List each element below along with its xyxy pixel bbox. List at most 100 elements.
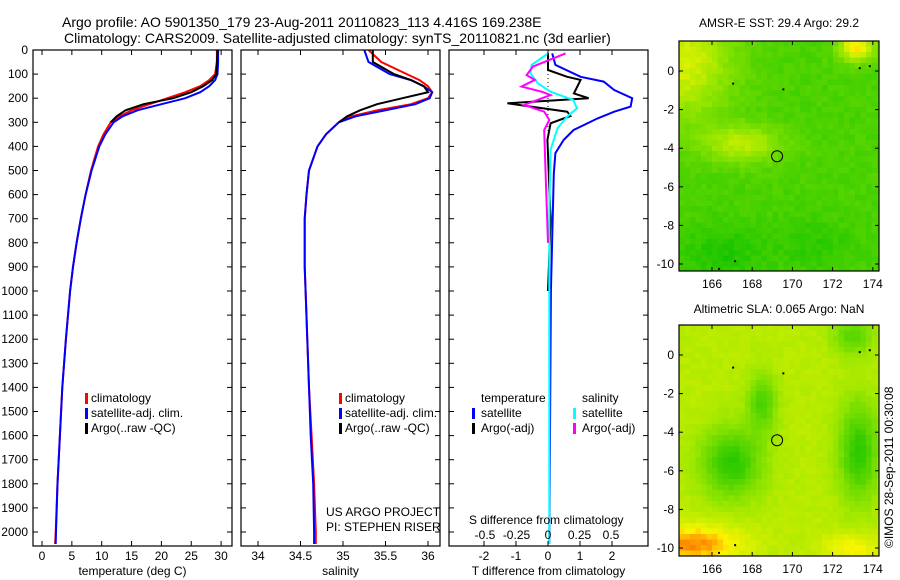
map-cell [767,145,773,152]
map-cell [723,545,729,551]
map-cell [877,90,880,97]
map-cell [783,539,790,546]
map-cell [761,358,768,364]
map-cell [717,156,724,163]
map-cell [822,336,828,342]
map-cell [723,189,729,196]
map-cell [794,79,801,86]
map-cell [723,173,729,179]
map-cell [827,490,834,496]
project-line-1: US ARGO PROJECT [326,505,441,519]
map-cell [679,396,685,403]
map-cell [739,250,746,256]
map-cell [684,484,691,491]
map-cell [701,418,707,425]
map-cell [701,211,707,218]
map-cell [827,473,834,480]
map-cell [800,151,806,157]
depth-tick-label: 400 [8,139,28,153]
map-cell [805,539,812,546]
map-cell [838,266,845,272]
map-cell [783,424,790,430]
map-cell [860,550,867,557]
map-cell [734,250,740,256]
map-cell [822,429,828,436]
map-cell [800,134,806,141]
map-cell [838,550,845,557]
map-cell [728,129,735,135]
map-cell [772,140,779,146]
map-cell [855,402,861,408]
map-cell [822,534,828,540]
map-cell [734,151,740,157]
map-cell [816,347,823,353]
map-cell [816,189,823,196]
map-cell [805,63,812,69]
map-cell [871,255,878,262]
map-cell [761,528,768,535]
map-cell [860,413,867,419]
map-cell [712,46,718,53]
map-cell [827,534,834,540]
map-cell [783,501,790,507]
map-cell [734,101,740,108]
map-cell [734,418,740,425]
map-cell [833,52,839,58]
map-cell [822,418,828,425]
map-cell [723,255,729,262]
map-cell [772,391,779,397]
map-cell [728,200,735,207]
map-cell [827,435,834,441]
map-cell [684,156,691,163]
map-cell [723,440,729,447]
map-cell [789,347,795,353]
map-cell [706,123,713,130]
map-cell [761,534,768,540]
map-cell [712,206,718,212]
map-cell [811,178,817,185]
map-cell [822,112,828,119]
map-cell [772,162,779,168]
map-cell [712,145,718,152]
map-cell [866,435,872,441]
map-cell [745,385,751,392]
map-cell [767,217,773,223]
map-cell [778,484,784,491]
map-cell [728,206,735,212]
x-axis-label: salinity [322,564,359,578]
map-cell [811,90,817,97]
map-cell [871,385,878,392]
map-cell [728,46,735,53]
map-cell [816,63,823,69]
map-cell [772,479,779,485]
map-cell [866,222,872,229]
map-cell [695,140,702,146]
map-cell [844,429,850,436]
map-cell [717,429,724,436]
map-cell [822,363,828,370]
map-cell [756,46,762,53]
map-cell [860,479,867,485]
map-cell [855,429,861,436]
map-cell [805,85,812,91]
map-cell [734,484,740,491]
map-cell [855,440,861,447]
map-cell [772,250,779,256]
map-cell [750,107,757,113]
map-cell [761,195,768,201]
map-cell [855,534,861,540]
map-cell [745,74,751,80]
map-cell [690,506,696,513]
map-cell [783,473,790,480]
map-cell [822,462,828,469]
map-cell [761,545,768,551]
map-cell [833,380,839,386]
map-cell [838,228,845,234]
map-cell [871,407,878,414]
map-cell [745,195,751,201]
map-cell [778,534,784,540]
map-cell [772,435,779,441]
map-cell [783,336,790,342]
map-cell [866,391,872,397]
map-cell [750,330,757,337]
